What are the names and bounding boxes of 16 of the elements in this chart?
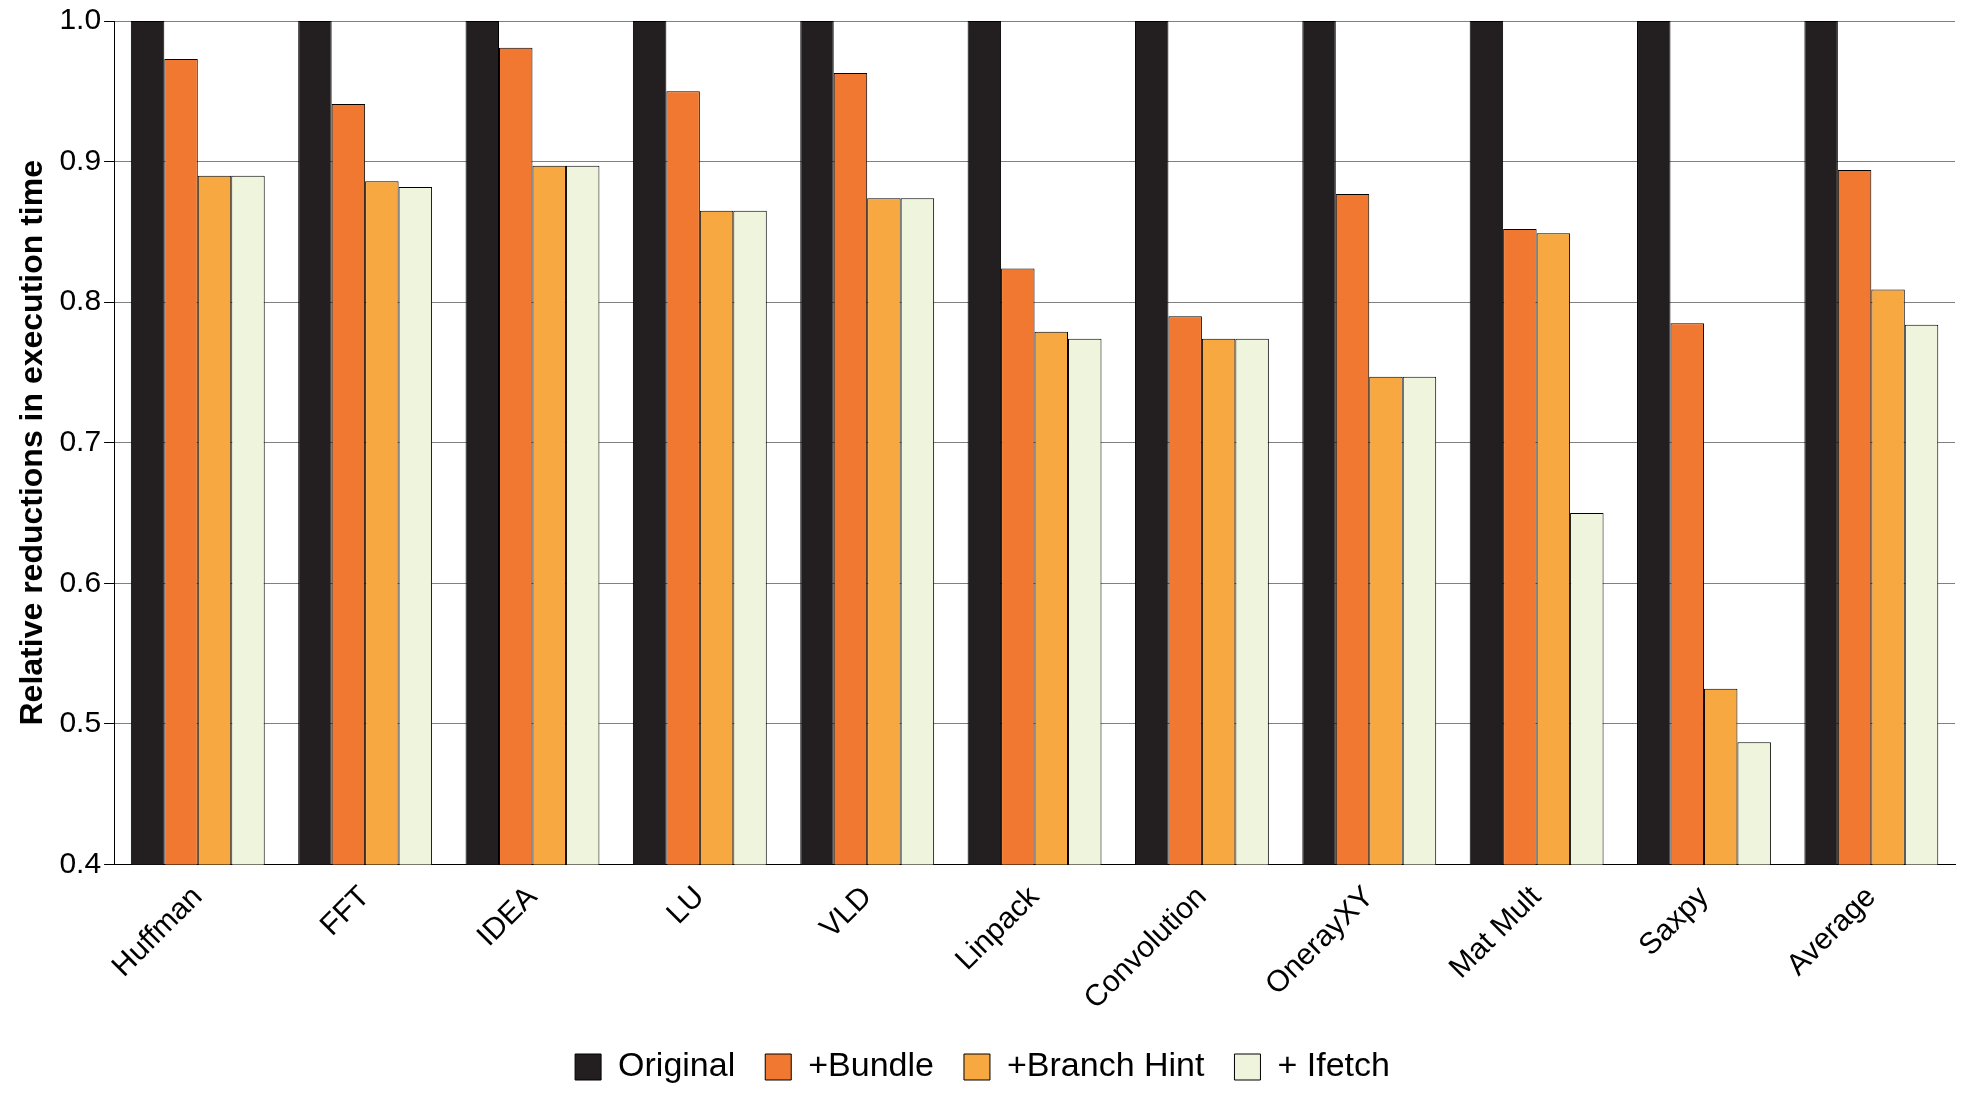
y-tick-label: 0.6	[59, 564, 102, 598]
y-tick-label: 0.9	[59, 142, 102, 176]
legend-label: Original	[618, 1045, 736, 1084]
x-tick-label: Mat Mult	[1442, 878, 1548, 984]
legend-label: +Branch Hint	[1006, 1045, 1206, 1084]
y-tick-label: 0.8	[59, 283, 102, 317]
legend-label: + Ifetch	[1277, 1045, 1390, 1084]
y-tick-label: 0.7	[59, 424, 102, 458]
x-tick-label: LU	[659, 878, 710, 930]
y-tick-label: 0.4	[59, 845, 102, 879]
y-tick-label: 0.5	[59, 705, 102, 739]
x-tick-label: VLD	[812, 878, 878, 944]
legend-label: +Bundle	[808, 1045, 934, 1084]
y-axis-title: Relative reductions in execution time	[13, 160, 50, 726]
y-tick-label: 1.0	[59, 2, 102, 36]
x-tick-label: FFT	[313, 878, 376, 942]
